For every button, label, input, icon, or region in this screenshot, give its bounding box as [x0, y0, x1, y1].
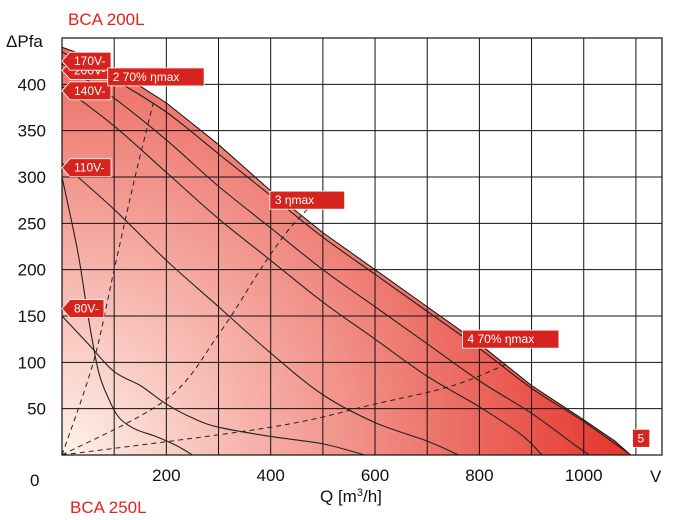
fan-curve-line: [61, 162, 459, 456]
y-tick-label: 200: [18, 261, 46, 280]
operating-point-tag-label: 5: [638, 431, 645, 445]
operating-point-tag-box: [632, 428, 651, 448]
voltage-tag: 140V-: [61, 81, 112, 101]
voltage-tag-label: 170V-: [74, 54, 105, 68]
efficiency-curve-line: [61, 102, 154, 456]
fan-curve-line: [61, 51, 632, 456]
performance-envelope: [61, 46, 633, 456]
plot-frame: [61, 37, 663, 456]
voltage-tag-label: 110V-: [74, 161, 104, 175]
y-tick-label: 100: [18, 353, 46, 372]
x-tick-label: 200: [152, 466, 180, 485]
voltage-tag: 110V-: [61, 158, 112, 178]
axes: ΔPfa 200 400 600 800 1000 501001502002503003…: [6, 32, 662, 506]
voltage-tag-label: 80V-: [74, 302, 99, 316]
operating-point-tag: 2 70% ηmax: [107, 67, 205, 87]
x-tick-labels: 200 400 600 800 1000: [152, 466, 602, 485]
fan-curve-line: [61, 176, 193, 456]
voltage-tag-shape: [61, 51, 112, 71]
x-tick-label: 400: [257, 466, 285, 485]
efficiency-curve-line: [61, 361, 511, 456]
operating-point-tag-box: [462, 329, 560, 349]
y-tick-label: 250: [18, 214, 46, 233]
voltage-tag: 170V-: [61, 51, 112, 71]
operating-point-tag-label: 3 ηmax: [275, 193, 314, 207]
fan-curves: [61, 51, 632, 456]
fan-curve-line: [61, 85, 543, 456]
fan-curve-line: [61, 315, 365, 456]
grid-lines: [62, 38, 662, 455]
y-axis-label: ΔPfa: [6, 32, 43, 51]
operating-point-tag-box: [107, 67, 205, 87]
voltage-tag-shape: [61, 81, 112, 101]
x-tick-label: 1000: [565, 466, 603, 485]
chart-subtitle: BCA 250L: [70, 498, 147, 517]
operating-point-tag: 5: [632, 428, 651, 448]
fan-curve-line: [61, 63, 590, 456]
chart-title: BCA 200L: [68, 10, 145, 29]
operating-point-tag-box: [269, 190, 346, 210]
efficiency-curves: [61, 102, 511, 456]
voltage-tag-shape: [61, 299, 105, 318]
voltage-tag-label: 140V-: [74, 84, 105, 98]
x-tick-label: 600: [361, 466, 389, 485]
x-axis-label: Q [m3/h]: [320, 487, 382, 506]
operating-point-tag-label: 4 70% ηmax: [467, 332, 534, 346]
y-tick-label: 300: [18, 168, 46, 187]
y-tick-label: 350: [18, 122, 46, 141]
voltage-tag: 80V-: [61, 299, 105, 318]
y-tick-label: 400: [18, 75, 46, 94]
voltage-tag-shape: [61, 158, 112, 178]
y-tick-label: 50: [27, 400, 46, 419]
operating-point-tag: 3 ηmax: [269, 190, 346, 210]
operating-point-tag-label: 2 70% ηmax: [113, 70, 180, 84]
y-tick-label: 150: [18, 307, 46, 326]
x-axis-end-label: V: [650, 467, 662, 486]
efficiency-curve-line: [61, 209, 308, 456]
origin-label: 0: [30, 471, 39, 490]
y-tick-labels: 50 100 150 200 250 300 350 400: [18, 75, 46, 418]
x-tick-label: 800: [465, 466, 493, 485]
operating-point-tag: 4 70% ηmax: [462, 329, 560, 349]
